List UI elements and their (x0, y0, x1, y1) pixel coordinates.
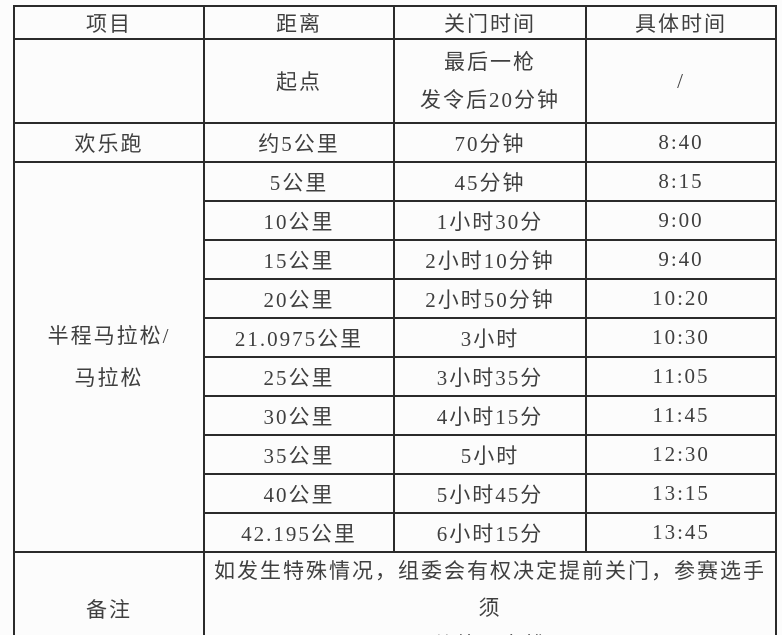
cell-cutoff: 4小时15分 (393, 395, 587, 436)
cell-distance: 30公里 (203, 395, 395, 436)
checkpoint-row-10km: 10公里 1小时30分 9:00 (14, 200, 777, 241)
checkpoint-row-half: 21.0975公里 3小时 10:30 (14, 317, 777, 358)
cell-time: 9:00 (585, 200, 777, 241)
remark-line2: 服从统一安排。 (205, 627, 775, 635)
checkpoint-row-20km: 20公里 2小时50分钟 10:20 (14, 278, 777, 319)
cell-remark-label: 备注 (13, 551, 205, 635)
cell-distance: 40公里 (203, 473, 395, 514)
cell-distance: 10公里 (203, 200, 395, 241)
cell-time: 10:20 (585, 278, 777, 319)
cell-time: 8:15 (585, 161, 777, 202)
cell-time: 9:40 (585, 239, 777, 280)
checkpoint-row-5km: 半程马拉松/ 马拉松 5公里 45分钟 8:15 (13, 161, 777, 553)
start-point-row: 起点 最后一枪 发令后20分钟 / (13, 38, 777, 124)
cell-start-item (13, 38, 205, 124)
cell-funrun-item: 欢乐跑 (13, 122, 205, 163)
cell-distance: 25公里 (203, 356, 395, 397)
remark-row: 备注 如发生特殊情况，组委会有权决定提前关门，参赛选手须 服从统一安排。 (13, 551, 777, 635)
checkpoint-row-35km: 35公里 5小时 12:30 (14, 434, 777, 475)
cell-distance: 5公里 (203, 161, 395, 202)
cell-distance: 21.0975公里 (203, 317, 395, 358)
remark-line1: 如发生特殊情况，组委会有权决定提前关门，参赛选手须 (214, 559, 766, 620)
cell-start-time: / (585, 38, 777, 124)
cell-time: 10:30 (585, 317, 777, 358)
cell-funrun-distance: 约5公里 (203, 122, 395, 163)
checkpoint-row-25km: 25公里 3小时35分 11:05 (14, 356, 777, 397)
cell-distance: 42.195公里 (203, 512, 395, 553)
checkpoint-row-full: 42.195公里 6小时15分 13:45 (14, 512, 777, 553)
cell-cutoff: 2小时50分钟 (393, 278, 587, 319)
cell-distance: 20公里 (203, 278, 395, 319)
checkpoint-row-30km: 30公里 4小时15分 11:45 (14, 395, 777, 436)
cell-funrun-cutoff: 70分钟 (393, 122, 587, 163)
cell-remark-text: 如发生特殊情况，组委会有权决定提前关门，参赛选手须 服从统一安排。 (203, 551, 777, 635)
start-cutoff-line1: 最后一枪 (444, 50, 536, 74)
header-row: 项目 距离 关门时间 具体时间 (13, 5, 777, 40)
cell-cutoff: 5小时 (393, 434, 587, 475)
start-cutoff-line2: 发令后20分钟 (420, 88, 560, 112)
column-header-distance: 距离 (203, 5, 395, 40)
cell-start-cutoff: 最后一枪 发令后20分钟 (393, 38, 587, 124)
cell-cutoff: 3小时35分 (393, 356, 587, 397)
cell-time: 12:30 (585, 434, 777, 475)
marathon-cutoff-table: 项目 距离 关门时间 具体时间 起点 最后一枪 发令后20分钟 / 欢乐跑 约5… (13, 5, 777, 635)
cell-cutoff: 3小时 (393, 317, 587, 358)
column-header-cutoff: 关门时间 (393, 5, 587, 40)
cell-cutoff: 5小时45分 (393, 473, 587, 514)
cell-time: 11:05 (585, 356, 777, 397)
cell-time: 13:45 (585, 512, 777, 553)
cell-distance: 15公里 (203, 239, 395, 280)
cell-time: 11:45 (585, 395, 777, 436)
cell-start-distance: 起点 (203, 38, 395, 124)
cell-marathon-group-label: 半程马拉松/ 马拉松 (13, 161, 205, 553)
column-header-item: 项目 (13, 5, 205, 40)
cell-cutoff: 6小时15分 (393, 512, 587, 553)
column-header-time: 具体时间 (585, 5, 777, 40)
checkpoint-row-40km: 40公里 5小时45分 13:15 (14, 473, 777, 514)
cell-cutoff: 45分钟 (393, 161, 587, 202)
marathon-label-line2: 马拉松 (74, 366, 144, 390)
checkpoint-row-15km: 15公里 2小时10分钟 9:40 (14, 239, 777, 280)
cell-funrun-time: 8:40 (585, 122, 777, 163)
fun-run-row: 欢乐跑 约5公里 70分钟 8:40 (13, 122, 777, 163)
cell-time: 13:15 (585, 473, 777, 514)
cell-distance: 35公里 (203, 434, 395, 475)
cell-cutoff: 1小时30分 (393, 200, 587, 241)
marathon-label-line1: 半程马拉松/ (47, 324, 171, 348)
cell-cutoff: 2小时10分钟 (393, 239, 587, 280)
